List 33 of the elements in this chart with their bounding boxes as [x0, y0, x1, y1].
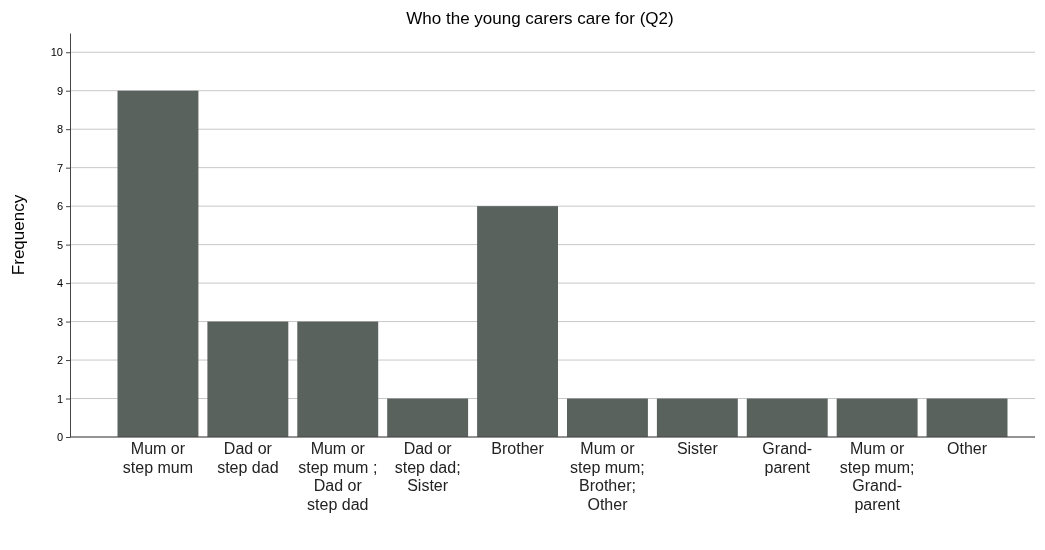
- bar: [477, 206, 559, 437]
- bar: [656, 398, 738, 437]
- y-tick-label: 4: [56, 277, 63, 290]
- bar: [207, 321, 289, 437]
- y-tick-label: 6: [56, 200, 63, 213]
- y-tick-label: 8: [56, 123, 63, 136]
- bar: [567, 398, 648, 437]
- x-tick-label: Other: [947, 440, 988, 458]
- y-axis-title: Frequency: [9, 194, 28, 276]
- y-tick-label: 1: [56, 392, 63, 405]
- bar: [387, 398, 469, 437]
- y-tick-label: 5: [56, 238, 63, 251]
- y-tick-label: 7: [56, 161, 63, 174]
- x-tick-label: Mum or step mum: [122, 440, 194, 476]
- bar: [297, 321, 379, 437]
- y-tick-label: 2: [56, 354, 63, 367]
- x-tick-label: Grand-parent: [762, 440, 813, 476]
- x-tick-label: Dad or step dad; Sister: [394, 440, 461, 495]
- bar: [926, 398, 1008, 437]
- chart-title: Who the young carers care for (Q2): [406, 9, 674, 28]
- bar: [117, 90, 199, 437]
- y-tick-label: 10: [50, 46, 63, 59]
- bar: [746, 398, 828, 437]
- y-tick-label: 3: [56, 315, 63, 328]
- x-tick-label: Sister: [676, 440, 719, 458]
- bar: [836, 398, 918, 437]
- x-tick-label: Mum or step mum; Brother; Other: [570, 440, 645, 513]
- x-tick-label: Mum or step mum ; Dad or step dad: [298, 440, 378, 513]
- x-tick-label: Dad or step dad: [217, 440, 279, 476]
- y-tick-label: 0: [56, 431, 63, 444]
- x-tick-label: Mum or step mum; Grand-parent: [839, 440, 915, 513]
- x-tick-label: Brother: [491, 440, 545, 458]
- y-tick-label: 9: [56, 84, 63, 97]
